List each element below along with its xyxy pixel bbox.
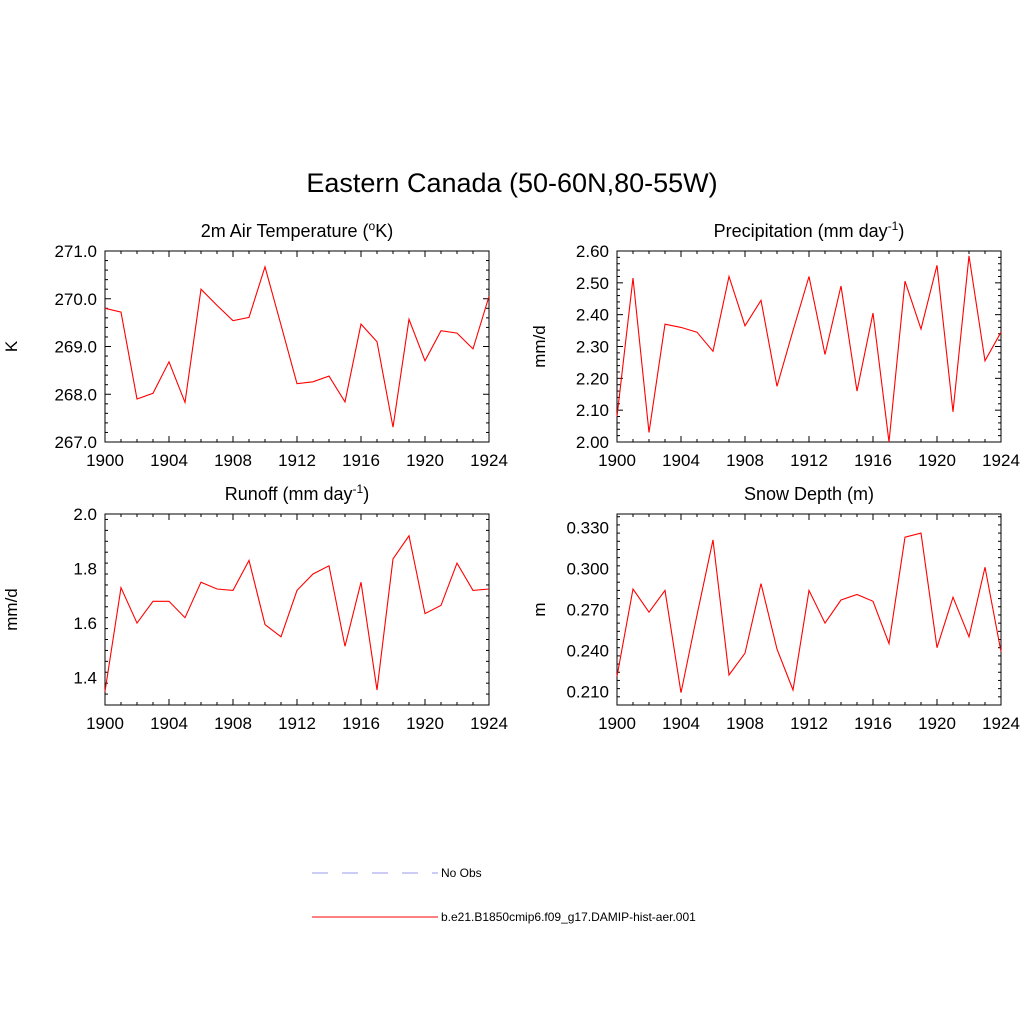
y-tick-label: 267.0 [54, 433, 97, 452]
panel-1: 1900 1904 1908 1912 1916 1920 1924 267.0 268.0 26… [2, 219, 508, 470]
y-tick-label: 0.300 [566, 560, 609, 579]
x-tick-label: 1920 [406, 451, 444, 470]
y-tick-label: 270.0 [54, 290, 97, 309]
y-tick-label: 2.60 [576, 242, 609, 261]
x-tick-label: 1916 [854, 714, 892, 733]
x-tick-label: 1924 [470, 451, 508, 470]
x-tick-label: 1912 [790, 714, 828, 733]
y-tick-label: 0.210 [566, 682, 609, 701]
series-line [104, 264, 490, 428]
x-tick-label: 1904 [662, 714, 700, 733]
x-tick-label: 1908 [726, 714, 764, 733]
x-tick-label: 1908 [214, 714, 252, 733]
legend-label: No Obs [441, 866, 482, 880]
y-tick-label: 0.270 [566, 601, 609, 620]
y-tick-label: 0.240 [566, 641, 609, 660]
series-line [104, 534, 490, 692]
panel-title: 2m Air Temperature (oK) [201, 219, 393, 241]
panel-title: Snow Depth (m) [744, 484, 874, 504]
y-tick-label: 2.30 [576, 338, 609, 357]
x-tick-label: 1900 [86, 714, 124, 733]
x-tick-label: 1904 [662, 451, 700, 470]
y-tick-label: 2.10 [576, 401, 609, 420]
x-tick-label: 1908 [726, 451, 764, 470]
plot-frame [616, 250, 1002, 443]
y-tick-label: 1.6 [73, 614, 97, 633]
x-tick-label: 1912 [278, 451, 316, 470]
y-axis-label: m [530, 602, 549, 616]
figure-title: Eastern Canada (50-60N,80-55W) [306, 168, 718, 198]
y-tick-label: 0.330 [566, 519, 609, 538]
x-tick-label: 1924 [470, 714, 508, 733]
x-tick-label: 1912 [790, 451, 828, 470]
plot-frame [104, 513, 490, 706]
x-tick-label: 1916 [342, 451, 380, 470]
y-tick-label: 271.0 [54, 242, 97, 261]
x-tick-label: 1904 [150, 714, 188, 733]
series-line [616, 532, 1002, 693]
y-axis-label: mm/d [530, 325, 549, 368]
x-tick-label: 1924 [982, 714, 1020, 733]
y-tick-label: 2.00 [576, 433, 609, 452]
y-tick-label: 2.40 [576, 306, 609, 325]
x-tick-label: 1904 [150, 451, 188, 470]
panel-2: 1900 1904 1908 1912 1916 1920 1924 2.00 2.10 2.20… [530, 219, 1020, 470]
y-tick-label: 2.20 [576, 369, 609, 388]
plot-frame [104, 250, 490, 443]
y-tick-label: 2.50 [576, 274, 609, 293]
x-tick-label: 1920 [406, 714, 444, 733]
y-tick-label: 268.0 [54, 385, 97, 404]
panel-3: 1900 1904 1908 1912 1916 1920 1924 1.4 1.6 1.8 2.0… [2, 482, 508, 733]
panel-title: Precipitation (mm day-1) [714, 219, 905, 241]
x-tick-label: 1916 [342, 714, 380, 733]
plot-frame [616, 513, 1002, 706]
x-tick-label: 1900 [598, 451, 636, 470]
legend-label: b.e21.B1850cmip6.f09_g17.DAMIP-hist-aer.… [441, 910, 696, 924]
x-tick-label: 1924 [982, 451, 1020, 470]
x-tick-label: 1912 [278, 714, 316, 733]
y-tick-label: 1.4 [73, 669, 97, 688]
x-tick-label: 1900 [598, 714, 636, 733]
panel-4: 1900 1904 1908 1912 1916 1920 1924 0.210 0.240 0.… [530, 484, 1020, 733]
y-axis-label: K [2, 340, 21, 352]
x-tick-label: 1900 [86, 451, 124, 470]
y-tick-label: 2.0 [73, 505, 97, 524]
x-tick-label: 1908 [214, 451, 252, 470]
panel-title: Runoff (mm day-1) [225, 482, 369, 504]
series-line [616, 255, 1002, 443]
y-tick-label: 1.8 [73, 560, 97, 579]
y-tick-label: 269.0 [54, 338, 97, 357]
x-tick-label: 1916 [854, 451, 892, 470]
x-tick-label: 1920 [918, 451, 956, 470]
legend: No Obs b.e21.B1850cmip6.f09_g17.DAMIP-his… [312, 866, 696, 924]
x-tick-label: 1920 [918, 714, 956, 733]
y-axis-label: mm/d [2, 588, 21, 631]
